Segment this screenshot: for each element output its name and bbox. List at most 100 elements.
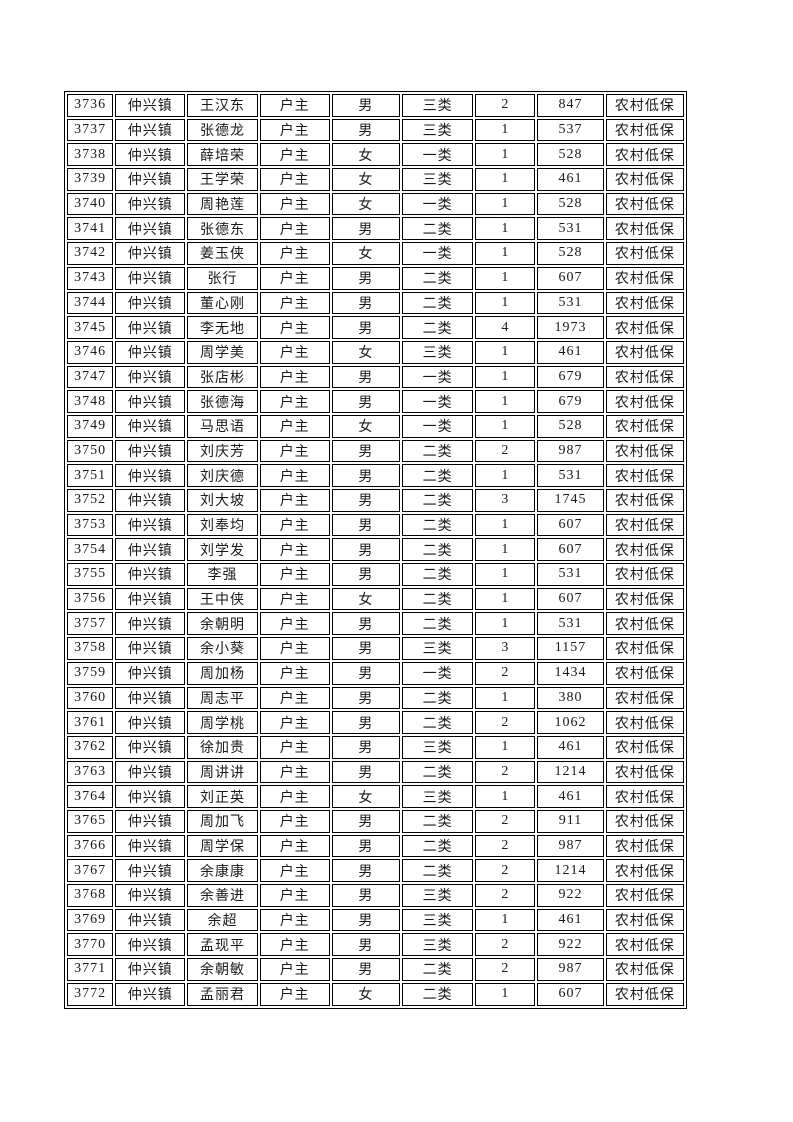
cell-assistance_type: 农村低保	[605, 143, 684, 167]
cell-amount: 987	[537, 958, 604, 981]
cell-assistance_type: 农村低保	[605, 513, 684, 537]
table-row: 3753 仲兴镇 刘奉均 户主男二类 1 607 农村低保	[67, 513, 684, 537]
cell-category: 二类	[402, 711, 474, 734]
cell-serial_number: 3754	[67, 538, 114, 562]
table-row: 3767 仲兴镇 余康康 户主男二类 2 1214 农村低保	[67, 859, 684, 882]
cell-household_count: 1	[475, 291, 536, 315]
cell-category: 三类	[402, 340, 474, 364]
cell-assistance_type: 农村低保	[605, 735, 684, 759]
cell-gender: 女	[331, 242, 401, 265]
cell-serial_number: 3748	[67, 390, 114, 413]
cell-town: 仲兴镇	[115, 439, 186, 463]
cell-relation_to_head: 户主	[259, 217, 330, 241]
cell-serial_number: 3767	[67, 859, 114, 882]
cell-gender: 男	[331, 464, 401, 487]
cell-serial_number: 3768	[67, 884, 114, 907]
cell-amount: 528	[537, 242, 604, 265]
cell-town: 仲兴镇	[115, 513, 186, 537]
cell-serial_number: 3764	[67, 785, 114, 808]
cell-household_count: 2	[475, 859, 536, 882]
cell-name: 王学荣	[187, 168, 258, 191]
table-row: 3751 仲兴镇 刘庆德 户主男二类 1 531 农村低保	[67, 464, 684, 487]
cell-relation_to_head: 户主	[259, 933, 330, 957]
cell-assistance_type: 农村低保	[605, 686, 684, 710]
cell-name: 周志平	[187, 686, 258, 710]
cell-name: 王中侠	[187, 587, 258, 611]
cell-category: 一类	[402, 242, 474, 265]
cell-relation_to_head: 户主	[259, 760, 330, 784]
cell-assistance_type: 农村低保	[605, 785, 684, 808]
cell-relation_to_head: 户主	[259, 563, 330, 586]
cell-category: 二类	[402, 563, 474, 586]
cell-category: 三类	[402, 933, 474, 957]
table-row: 3737 仲兴镇 张德龙 户主男三类 1 537 农村低保	[67, 118, 684, 142]
cell-category: 二类	[402, 587, 474, 611]
cell-household_count: 1	[475, 908, 536, 932]
cell-amount: 1157	[537, 637, 604, 660]
cell-amount: 531	[537, 291, 604, 315]
cell-household_count: 3	[475, 489, 536, 512]
cell-amount: 607	[537, 982, 604, 1006]
cell-category: 一类	[402, 661, 474, 685]
cell-gender: 男	[331, 809, 401, 833]
cell-household_count: 1	[475, 513, 536, 537]
cell-household_count: 2	[475, 711, 536, 734]
cell-relation_to_head: 户主	[259, 637, 330, 660]
cell-category: 二类	[402, 538, 474, 562]
cell-town: 仲兴镇	[115, 834, 186, 858]
cell-category: 三类	[402, 118, 474, 142]
cell-relation_to_head: 户主	[259, 414, 330, 438]
cell-assistance_type: 农村低保	[605, 587, 684, 611]
cell-name: 周艳莲	[187, 192, 258, 216]
cell-name: 刘庆德	[187, 464, 258, 487]
table-row: 3746 仲兴镇 周学美 户主女三类 1 461 农村低保	[67, 340, 684, 364]
table-row: 3765 仲兴镇 周加飞 户主男二类 2 911 农村低保	[67, 809, 684, 833]
cell-serial_number: 3744	[67, 291, 114, 315]
cell-gender: 男	[331, 933, 401, 957]
cell-household_count: 1	[475, 414, 536, 438]
cell-household_count: 3	[475, 637, 536, 660]
cell-town: 仲兴镇	[115, 785, 186, 808]
cell-serial_number: 3743	[67, 266, 114, 290]
cell-town: 仲兴镇	[115, 711, 186, 734]
cell-name: 余朝敏	[187, 958, 258, 981]
table-row: 3749 仲兴镇 马思语 户主女一类 1 528 农村低保	[67, 414, 684, 438]
cell-assistance_type: 农村低保	[605, 958, 684, 981]
cell-household_count: 1	[475, 612, 536, 636]
cell-amount: 461	[537, 340, 604, 364]
cell-relation_to_head: 户主	[259, 513, 330, 537]
cell-category: 一类	[402, 192, 474, 216]
cell-relation_to_head: 户主	[259, 686, 330, 710]
table-row: 3757 仲兴镇 余朝明 户主男二类 1 531 农村低保	[67, 612, 684, 636]
table-row: 3758 仲兴镇 余小葵 户主男三类 3 1157 农村低保	[67, 637, 684, 660]
cell-serial_number: 3752	[67, 489, 114, 512]
cell-assistance_type: 农村低保	[605, 464, 684, 487]
cell-town: 仲兴镇	[115, 686, 186, 710]
cell-amount: 607	[537, 513, 604, 537]
cell-category: 一类	[402, 143, 474, 167]
cell-serial_number: 3737	[67, 118, 114, 142]
cell-town: 仲兴镇	[115, 538, 186, 562]
cell-town: 仲兴镇	[115, 390, 186, 413]
cell-town: 仲兴镇	[115, 266, 186, 290]
cell-gender: 男	[331, 316, 401, 339]
cell-gender: 男	[331, 908, 401, 932]
cell-household_count: 2	[475, 809, 536, 833]
table-row: 3750 仲兴镇 刘庆芳 户主男二类 2 987 农村低保	[67, 439, 684, 463]
cell-town: 仲兴镇	[115, 168, 186, 191]
cell-amount: 1434	[537, 661, 604, 685]
cell-assistance_type: 农村低保	[605, 365, 684, 389]
cell-amount: 461	[537, 908, 604, 932]
cell-assistance_type: 农村低保	[605, 760, 684, 784]
cell-household_count: 1	[475, 785, 536, 808]
cell-relation_to_head: 户主	[259, 711, 330, 734]
cell-town: 仲兴镇	[115, 760, 186, 784]
cell-serial_number: 3761	[67, 711, 114, 734]
cell-amount: 922	[537, 884, 604, 907]
cell-relation_to_head: 户主	[259, 266, 330, 290]
cell-name: 张店彬	[187, 365, 258, 389]
cell-household_count: 2	[475, 760, 536, 784]
cell-serial_number: 3769	[67, 908, 114, 932]
cell-assistance_type: 农村低保	[605, 538, 684, 562]
cell-assistance_type: 农村低保	[605, 439, 684, 463]
